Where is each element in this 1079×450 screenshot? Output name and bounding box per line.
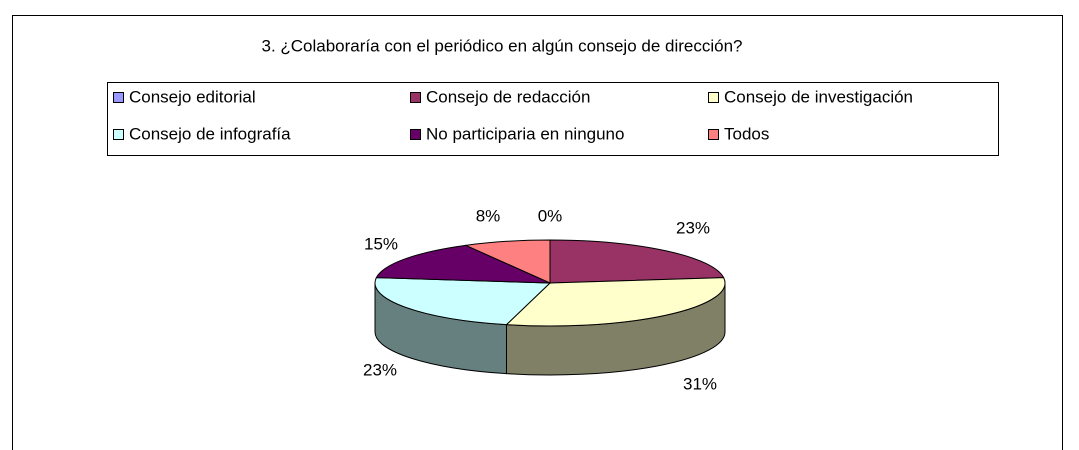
legend-swatch: [113, 129, 124, 140]
pie-slice: [505, 277, 726, 327]
legend-label: Consejo de investigación: [724, 87, 913, 106]
data-label: 0%: [538, 206, 563, 225]
data-label: 15%: [364, 234, 398, 253]
pie-slice: [463, 239, 551, 284]
legend-label: Consejo editorial: [129, 87, 256, 106]
legend-swatch: [410, 92, 421, 103]
pie-slice: [374, 277, 552, 326]
legend-swatch: [708, 92, 719, 103]
legend-box: [107, 82, 999, 156]
data-label: 31%: [683, 374, 717, 393]
chart-frame: [12, 15, 1063, 450]
legend-swatch: [410, 129, 421, 140]
legend-swatch: [708, 129, 719, 140]
legend-label: Consejo de infografía: [129, 124, 291, 143]
pie-slice: [375, 244, 551, 284]
data-label: 8%: [476, 206, 501, 225]
data-label: 23%: [676, 218, 710, 237]
legend-label: Todos: [724, 124, 769, 143]
chart-title: 3. ¿Colaboraría con el periódico en algú…: [261, 36, 742, 55]
data-label: 23%: [363, 360, 397, 379]
legend-swatch: [113, 92, 124, 103]
legend-label: Consejo de redacción: [426, 87, 590, 106]
pie-slice: [549, 239, 725, 284]
legend-label: No participaria en ninguno: [426, 124, 624, 143]
